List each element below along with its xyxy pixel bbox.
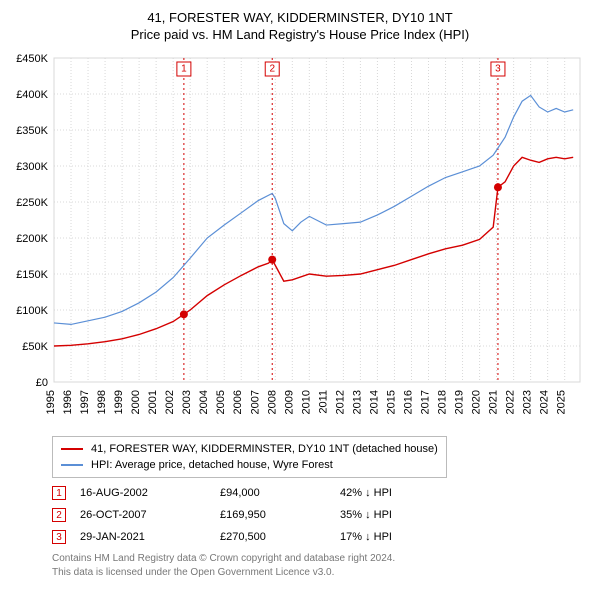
svg-text:£200K: £200K	[16, 233, 48, 245]
svg-text:1995: 1995	[45, 390, 57, 414]
svg-text:2007: 2007	[249, 390, 261, 414]
svg-text:2017: 2017	[419, 390, 431, 414]
chart-legend: 41, FORESTER WAY, KIDDERMINSTER, DY10 1N…	[52, 436, 447, 478]
svg-text:2014: 2014	[368, 390, 380, 414]
svg-text:2023: 2023	[522, 390, 534, 414]
svg-text:2010: 2010	[300, 390, 312, 414]
svg-text:2: 2	[269, 64, 275, 75]
events-table: 1 16-AUG-2002£94,00042% ↓ HPI 2 26-OCT-2007…	[52, 486, 588, 544]
svg-text:3: 3	[495, 64, 501, 75]
event-marker-box: 3	[52, 530, 66, 544]
svg-text:2021: 2021	[488, 390, 500, 414]
footer-line-2: This data is licensed under the Open Gov…	[52, 566, 588, 580]
svg-text:£50K: £50K	[22, 341, 48, 353]
event-diff: 35% ↓ HPI	[340, 509, 460, 521]
svg-text:2013: 2013	[351, 390, 363, 414]
event-price: £94,000	[220, 487, 340, 499]
price-chart: £0 £50K £100K £150K £200K £250K £300K £350K £400…	[12, 50, 588, 430]
svg-text:£0: £0	[36, 377, 48, 389]
svg-text:2003: 2003	[181, 390, 193, 414]
svg-text:1996: 1996	[62, 390, 74, 414]
event-date: 26-OCT-2007	[80, 509, 220, 521]
footer-line-1: Contains HM Land Registry data © Crown c…	[52, 552, 588, 566]
attribution-footer: Contains HM Land Registry data © Crown c…	[52, 552, 588, 580]
svg-text:2025: 2025	[556, 390, 568, 414]
event-date: 16-AUG-2002	[80, 487, 220, 499]
svg-text:£250K: £250K	[16, 197, 48, 209]
svg-text:1997: 1997	[79, 390, 91, 414]
svg-text:£150K: £150K	[16, 269, 48, 281]
svg-text:£300K: £300K	[16, 161, 48, 173]
svg-text:2005: 2005	[215, 390, 227, 414]
svg-text:2006: 2006	[232, 390, 244, 414]
page-title-address: 41, FORESTER WAY, KIDDERMINSTER, DY10 1N…	[12, 10, 588, 25]
svg-text:2020: 2020	[471, 390, 483, 414]
svg-text:2001: 2001	[147, 390, 159, 414]
svg-text:2015: 2015	[385, 390, 397, 414]
page-title-sub: Price paid vs. HM Land Registry's House …	[12, 27, 588, 42]
svg-text:2008: 2008	[266, 390, 278, 414]
svg-text:£450K: £450K	[16, 53, 48, 65]
svg-text:2012: 2012	[334, 390, 346, 414]
svg-text:1999: 1999	[113, 390, 125, 414]
event-diff: 17% ↓ HPI	[340, 531, 460, 543]
legend-item: HPI: Average price, detached house, Wyre…	[61, 457, 438, 473]
svg-text:2002: 2002	[164, 390, 176, 414]
svg-text:2000: 2000	[130, 390, 142, 414]
svg-text:2019: 2019	[454, 390, 466, 414]
svg-text:£350K: £350K	[16, 125, 48, 137]
legend-swatch	[61, 464, 83, 466]
svg-text:1998: 1998	[96, 390, 108, 414]
event-diff: 42% ↓ HPI	[340, 487, 460, 499]
svg-text:£100K: £100K	[16, 305, 48, 317]
event-marker-box: 2	[52, 508, 66, 522]
event-marker-box: 1	[52, 486, 66, 500]
svg-text:£400K: £400K	[16, 89, 48, 101]
svg-text:2024: 2024	[539, 390, 551, 414]
event-price: £270,500	[220, 531, 340, 543]
event-date: 29-JAN-2021	[80, 531, 220, 543]
legend-item: 41, FORESTER WAY, KIDDERMINSTER, DY10 1N…	[61, 441, 438, 457]
legend-label: HPI: Average price, detached house, Wyre…	[91, 459, 333, 471]
svg-text:2009: 2009	[283, 390, 295, 414]
svg-text:2022: 2022	[505, 390, 517, 414]
event-price: £169,950	[220, 509, 340, 521]
svg-text:1: 1	[181, 64, 187, 75]
svg-text:2018: 2018	[437, 390, 449, 414]
svg-text:2004: 2004	[198, 390, 210, 414]
legend-label: 41, FORESTER WAY, KIDDERMINSTER, DY10 1N…	[91, 443, 438, 455]
svg-text:2016: 2016	[402, 390, 414, 414]
legend-swatch	[61, 448, 83, 450]
svg-text:2011: 2011	[317, 390, 329, 414]
